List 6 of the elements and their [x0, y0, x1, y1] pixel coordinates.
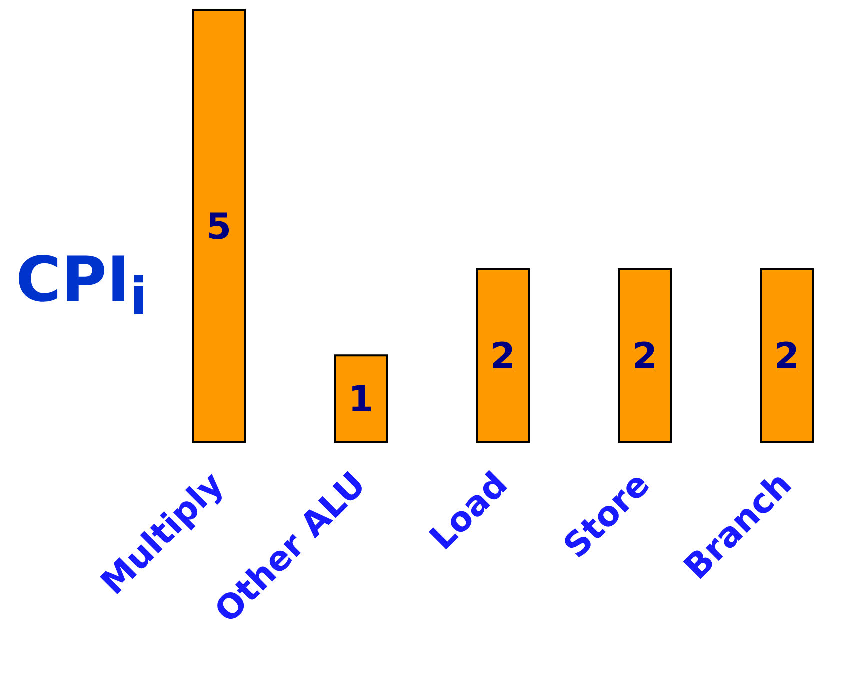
data-label: 2	[774, 336, 800, 378]
data-label: 2	[632, 336, 658, 378]
data-label: 2	[490, 336, 516, 378]
y-axis-title: CPI$_{i}$	[16, 243, 148, 328]
data-label: 1	[348, 380, 374, 421]
data-label: 5	[206, 206, 232, 248]
